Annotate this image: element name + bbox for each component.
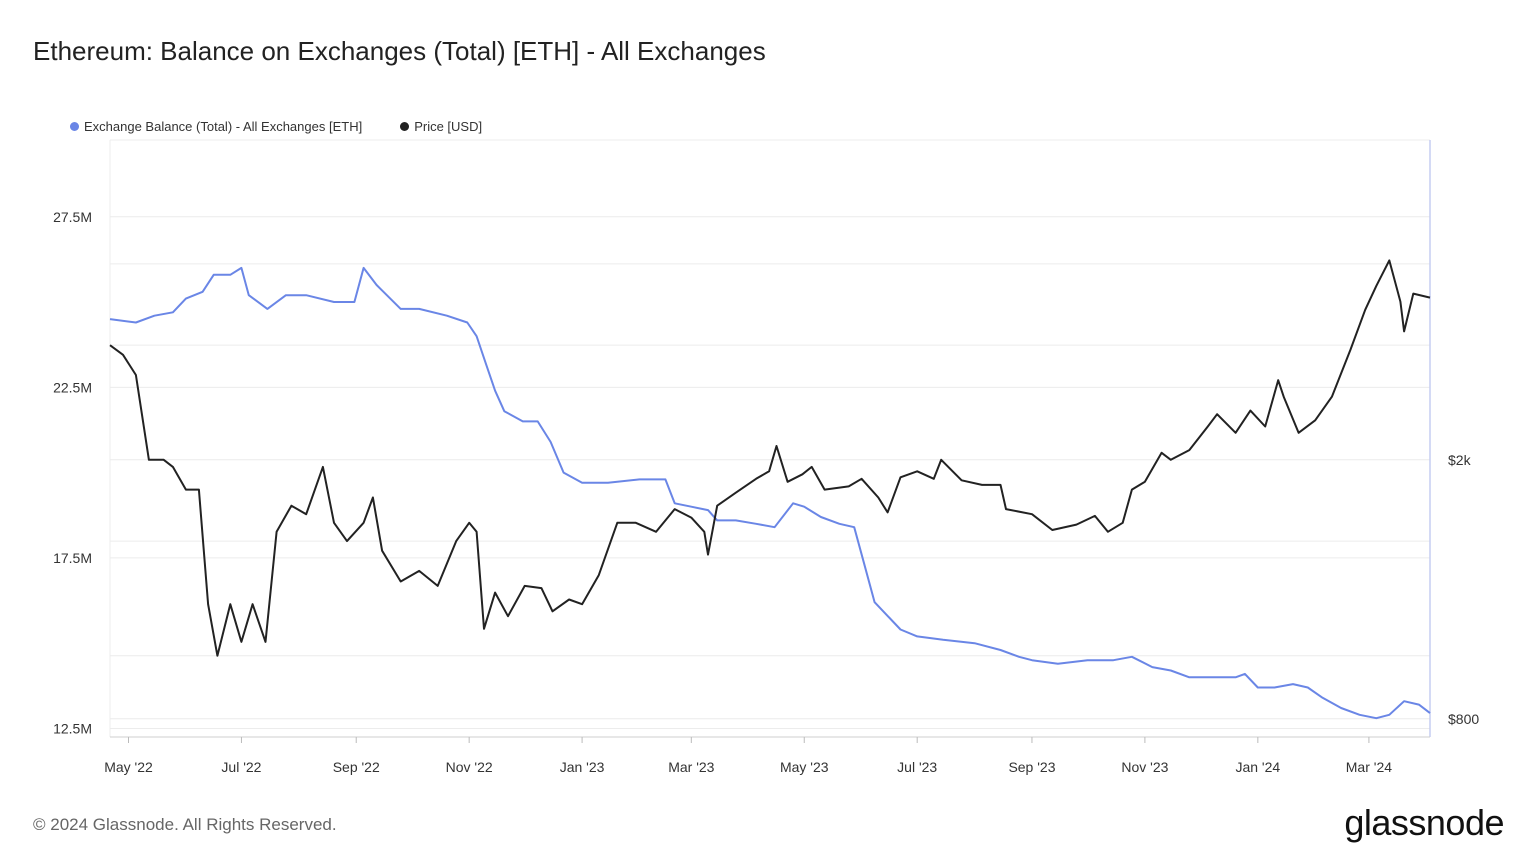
right-axis-tick-label: $800: [1448, 711, 1479, 727]
left-axis-tick-label: 17.5M: [53, 550, 92, 566]
left-axis-tick-label: 27.5M: [53, 209, 92, 225]
legend-balance-dot: [70, 122, 79, 131]
chart-title: Ethereum: Balance on Exchanges (Total) […: [33, 36, 766, 66]
x-axis-tick-label: Mar '24: [1346, 759, 1392, 775]
x-axis-tick-label: Jul '23: [897, 759, 937, 775]
left-axis-tick-label: 22.5M: [53, 379, 92, 395]
legend-price-label: Price [USD]: [414, 119, 483, 134]
copyright-footer: © 2024 Glassnode. All Rights Reserved.: [33, 815, 337, 834]
balance-series-line: [109, 266, 1431, 720]
x-axis-tick-label: Mar '23: [668, 759, 714, 775]
x-axis-tick-label: Jul '22: [221, 759, 261, 775]
x-axis-tick-label: May '22: [104, 759, 153, 775]
price-series-line: [109, 259, 1431, 657]
legend: Exchange Balance (Total) - All Exchanges…: [70, 119, 482, 134]
legend-item-price[interactable]: Price [USD]: [400, 119, 482, 134]
x-axis-tick-label: Jan '24: [1235, 759, 1280, 775]
legend-balance-label: Exchange Balance (Total) - All Exchanges…: [84, 119, 363, 134]
x-axis-tick-label: Nov '22: [446, 759, 493, 775]
left-axis-tick-label: 12.5M: [53, 720, 92, 736]
legend-price-dot: [400, 122, 410, 131]
x-axis-tick-label: Nov '23: [1121, 759, 1168, 775]
glassnode-logo: glassnode: [1344, 802, 1504, 843]
x-axis-tick-label: May '23: [780, 759, 829, 775]
x-axis-tick-label: Jan '23: [560, 759, 605, 775]
x-axis-tick-label: Sep '22: [333, 759, 380, 775]
right-axis-tick-label: $2k: [1448, 452, 1472, 468]
x-axis-tick-label: Sep '23: [1008, 759, 1055, 775]
legend-item-balance[interactable]: Exchange Balance (Total) - All Exchanges…: [70, 119, 362, 134]
